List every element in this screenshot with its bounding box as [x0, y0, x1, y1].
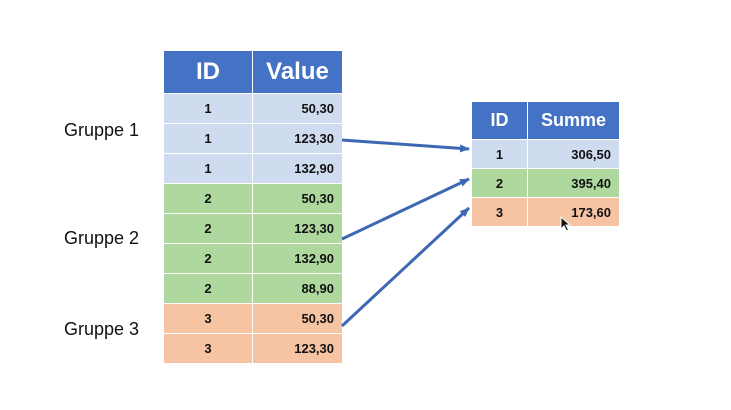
source-header-id: ID	[163, 50, 253, 94]
source-cell-id: 1	[163, 123, 253, 154]
group-label-1: Gruppe 1	[64, 120, 140, 140]
sum-row: 3 173,60	[471, 197, 620, 227]
sum-table: ID Summe 1 306,50 2 395,40 3 173,60	[471, 101, 620, 227]
source-table-header-row: ID Value	[163, 50, 343, 94]
source-row: 2 132,90	[163, 243, 343, 274]
arrow-group-1	[341, 138, 470, 153]
source-table: ID Value 1 50,30 1 123,30 1 132,90 2 50,…	[163, 50, 343, 364]
arrow-group-3	[340, 206, 471, 328]
source-row: 3 123,30	[163, 333, 343, 364]
source-row: 1 123,30	[163, 123, 343, 154]
sum-cell-id: 1	[471, 139, 528, 169]
group-label-2: Gruppe 2	[64, 228, 140, 248]
source-cell-id: 2	[163, 273, 253, 304]
arrow-group-2	[341, 177, 470, 241]
source-row: 1 50,30	[163, 93, 343, 124]
source-cell-value: 50,30	[252, 93, 343, 124]
mouse-cursor-icon	[560, 216, 572, 232]
source-cell-value: 50,30	[252, 183, 343, 214]
source-row: 2 50,30	[163, 183, 343, 214]
source-cell-id: 1	[163, 153, 253, 184]
source-cell-value: 132,90	[252, 153, 343, 184]
source-row: 1 132,90	[163, 153, 343, 184]
source-cell-value: 88,90	[252, 273, 343, 304]
source-header-value: Value	[252, 50, 343, 94]
sum-row: 2 395,40	[471, 168, 620, 198]
source-cell-value: 50,30	[252, 303, 343, 334]
sum-cell-sum: 173,60	[527, 197, 620, 227]
source-cell-id: 3	[163, 303, 253, 334]
group-label-3: Gruppe 3	[64, 319, 140, 339]
sum-row: 1 306,50	[471, 139, 620, 169]
source-cell-value: 132,90	[252, 243, 343, 274]
source-row: 2 88,90	[163, 273, 343, 304]
source-cell-value: 123,30	[252, 333, 343, 364]
sum-cell-sum: 395,40	[527, 168, 620, 198]
source-row: 3 50,30	[163, 303, 343, 334]
